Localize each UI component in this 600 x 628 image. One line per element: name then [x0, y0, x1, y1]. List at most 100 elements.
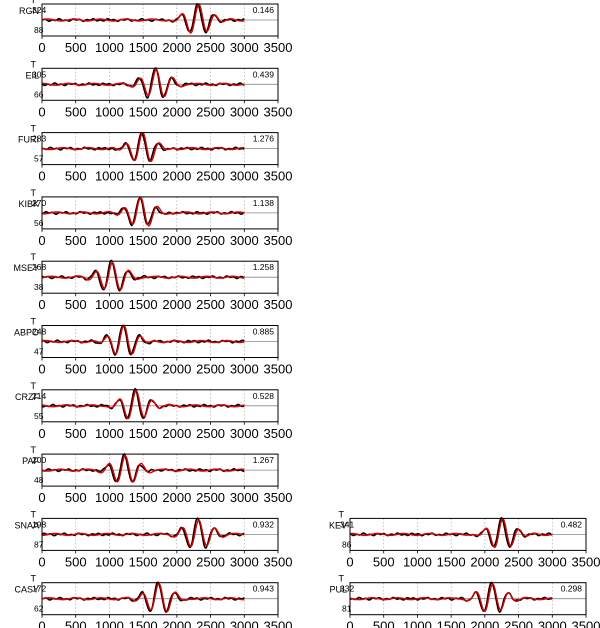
- synthetic-trace: [41, 261, 245, 291]
- azimuth-label: 214: [32, 391, 46, 401]
- amplitude-label: 0.298: [561, 584, 583, 594]
- x-tick-label: 500: [65, 297, 87, 312]
- panel-frame: [41, 260, 279, 294]
- x-tick-label: 1000: [95, 554, 124, 569]
- x-tick-label: 2500: [196, 104, 225, 119]
- x-tick-label: 0: [38, 554, 45, 569]
- synthetic-trace: [42, 519, 245, 548]
- x-tick-label: 2500: [196, 490, 225, 505]
- x-tick-label: 1500: [129, 297, 158, 312]
- x-tick-label: 1000: [403, 554, 432, 569]
- x-tick-label: 2000: [470, 554, 499, 569]
- station-label: ABPO: [14, 328, 39, 338]
- x-tick-label: 500: [373, 619, 395, 628]
- distance-label: 56: [34, 218, 44, 228]
- x-tick-label: 1000: [95, 297, 124, 312]
- x-tick-label: 2500: [196, 426, 225, 441]
- x-tick-label: 0: [38, 104, 45, 119]
- x-tick-label: 500: [65, 233, 87, 248]
- observed-trace: [41, 387, 245, 420]
- observed-trace: [41, 453, 245, 483]
- station-label: CASY: [14, 585, 39, 595]
- x-tick-label: 1500: [437, 554, 466, 569]
- distance-label: 38: [34, 282, 44, 292]
- amplitude-label: 1.258: [253, 262, 275, 272]
- x-tick-label: 500: [65, 362, 87, 377]
- component-label: T: [31, 317, 37, 327]
- amplitude-label: 0.932: [253, 519, 275, 529]
- azimuth-label: 268: [32, 262, 46, 272]
- x-tick-label: 1500: [129, 104, 158, 119]
- x-tick-label: 3000: [538, 619, 567, 628]
- azimuth-label: 248: [32, 327, 46, 337]
- x-tick-label: 3000: [230, 233, 259, 248]
- x-tick-label: 500: [65, 40, 87, 55]
- amplitude-label: 0.439: [253, 69, 275, 79]
- x-tick-label: 3500: [264, 426, 293, 441]
- amplitude-label: 0.146: [253, 5, 275, 15]
- x-tick-label: 1500: [129, 554, 158, 569]
- x-tick-label: 1000: [95, 619, 124, 628]
- distance-label: 48: [34, 475, 44, 485]
- x-tick-label: 1000: [95, 233, 124, 248]
- x-tick-label: 2500: [196, 297, 225, 312]
- component-label: T: [31, 252, 37, 262]
- x-tick-label: 3500: [264, 169, 293, 184]
- x-tick-label: 0: [38, 426, 45, 441]
- synthetic-trace: [41, 324, 245, 355]
- x-tick-label: 2500: [504, 554, 533, 569]
- x-tick-label: 500: [65, 104, 87, 119]
- distance-label: 57: [34, 154, 44, 164]
- x-tick-label: 3000: [230, 40, 259, 55]
- x-tick-label: 1000: [95, 40, 124, 55]
- synthetic-trace: [349, 583, 553, 613]
- component-label: T: [31, 574, 37, 584]
- x-tick-label: 2500: [196, 619, 225, 628]
- panel-frame: [41, 389, 279, 423]
- station-label: CRZF: [15, 392, 39, 402]
- component-label: T: [31, 188, 37, 198]
- station-label: MSEY: [13, 263, 39, 273]
- station-label: FURI: [18, 135, 39, 145]
- x-tick-label: 3000: [230, 619, 259, 628]
- x-tick-label: 3500: [264, 490, 293, 505]
- x-tick-label: 500: [65, 169, 87, 184]
- x-tick-label: 3500: [264, 362, 293, 377]
- x-tick-label: 2000: [162, 40, 191, 55]
- x-tick-label: 500: [65, 426, 87, 441]
- x-tick-label: 500: [65, 490, 87, 505]
- amplitude-label: 1.138: [253, 198, 275, 208]
- station-label: KIBK: [18, 199, 39, 209]
- x-tick-label: 3000: [538, 554, 567, 569]
- distance-label: 62: [34, 604, 44, 614]
- x-tick-label: 2000: [162, 169, 191, 184]
- x-tick-label: 3000: [230, 362, 259, 377]
- x-tick-label: 3500: [572, 619, 600, 628]
- x-tick-label: 1000: [403, 619, 432, 628]
- x-tick-label: 0: [38, 490, 45, 505]
- x-tick-label: 2000: [162, 619, 191, 628]
- panel-frame: [41, 196, 279, 230]
- azimuth-label: 305: [32, 69, 46, 79]
- synthetic-trace: [41, 3, 245, 34]
- station-label: PUL: [329, 585, 347, 595]
- azimuth-label: 341: [340, 519, 354, 529]
- x-tick-label: 2000: [162, 490, 191, 505]
- x-tick-label: 0: [38, 619, 45, 628]
- observed-trace: [41, 3, 245, 34]
- x-tick-label: 3000: [230, 490, 259, 505]
- station-label: EIL: [25, 70, 39, 80]
- x-tick-label: 1500: [129, 40, 158, 55]
- amplitude-label: 0.885: [253, 327, 275, 337]
- azimuth-label: 198: [32, 519, 46, 529]
- azimuth-label: 332: [340, 584, 354, 594]
